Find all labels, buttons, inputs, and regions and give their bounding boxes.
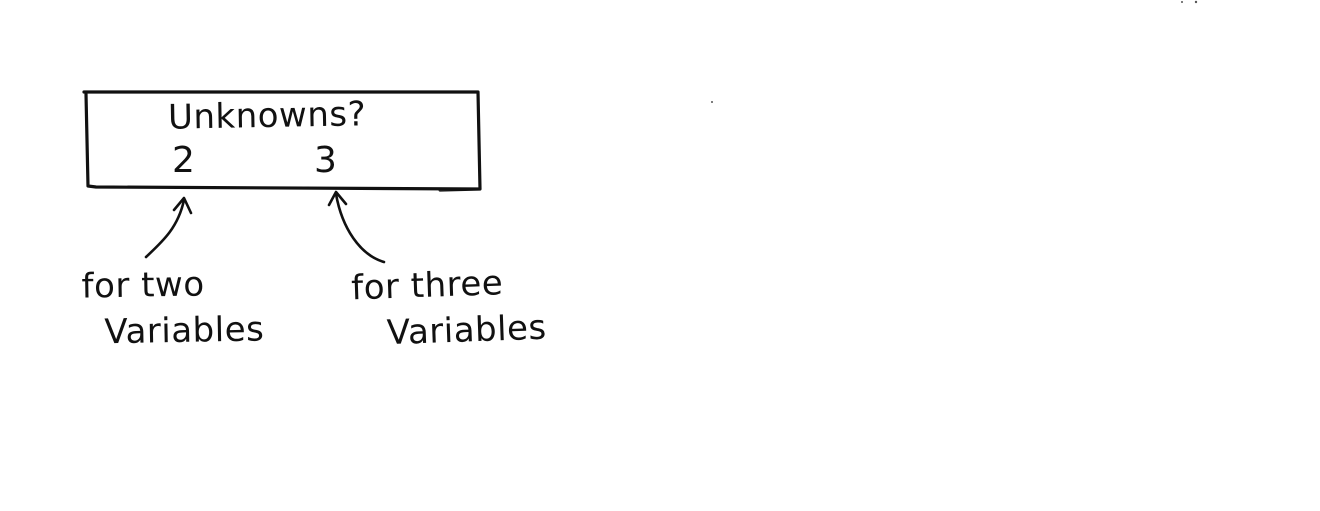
annotation-three-variables: for three Variables xyxy=(350,259,548,358)
unknowns-box xyxy=(82,90,482,192)
speck xyxy=(1181,1,1183,3)
arrow-left xyxy=(144,198,186,259)
arrowhead-right xyxy=(327,190,348,207)
box-title: Unknowns? xyxy=(167,94,367,138)
speck xyxy=(711,101,713,103)
annotation-line: Variables xyxy=(386,307,548,354)
speck xyxy=(1194,0,1198,4)
annotation-line: for three xyxy=(350,263,504,309)
annotation-line: for two xyxy=(81,264,205,307)
arrow-right xyxy=(334,192,386,264)
value-three: 3 xyxy=(314,140,338,181)
annotation-two-variables: for two Variables xyxy=(81,260,264,355)
arrowhead-left xyxy=(172,196,193,215)
value-two: 2 xyxy=(172,140,196,181)
annotation-line: Variables xyxy=(104,309,265,353)
